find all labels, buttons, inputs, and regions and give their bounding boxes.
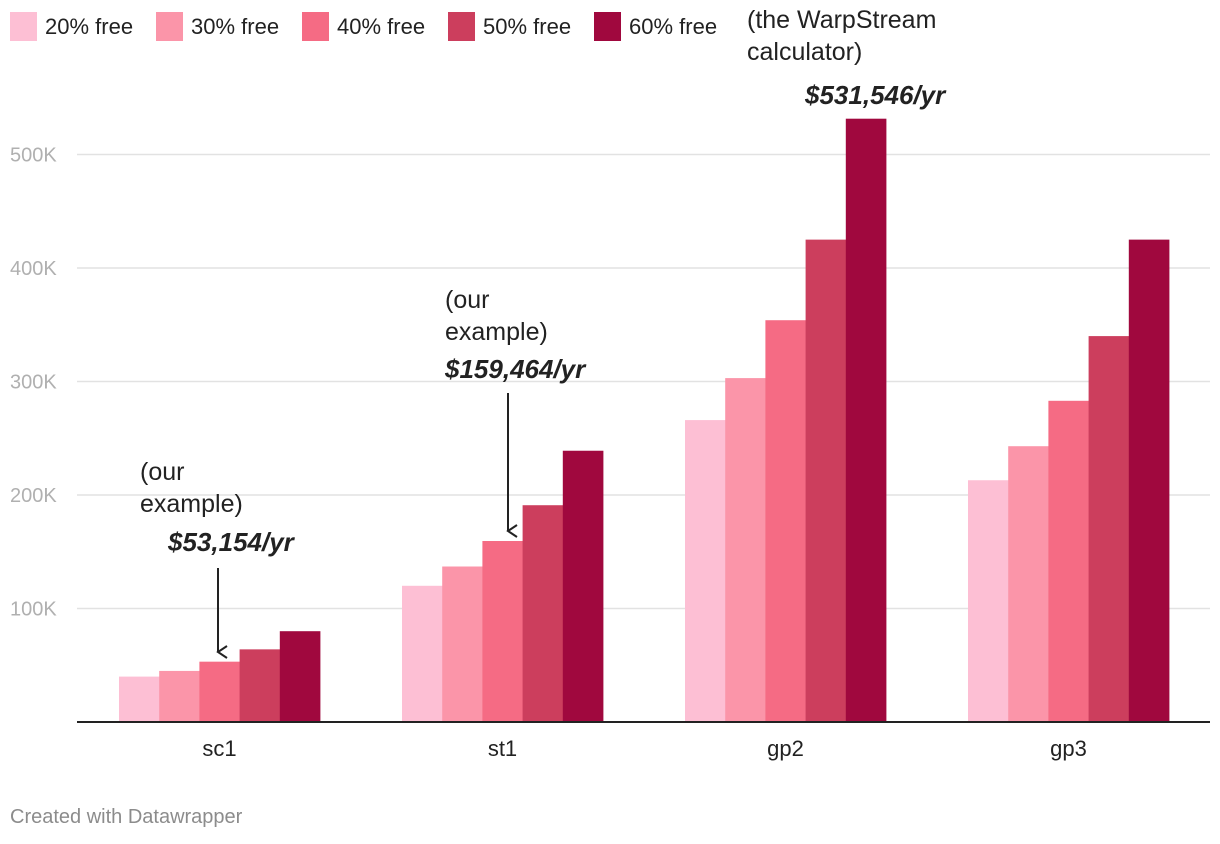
- legend-label: 60% free: [629, 14, 717, 39]
- annotation-text: (our: [140, 458, 184, 486]
- annotation-value: $159,464/yr: [444, 354, 587, 384]
- annotation-value: $531,546/yr: [804, 80, 947, 110]
- bar-st1-1: [442, 566, 483, 722]
- legend-label: 50% free: [483, 14, 571, 39]
- legend-swatch: [156, 12, 183, 41]
- bar-sc1-0: [119, 676, 160, 722]
- bar-gp2-4: [845, 118, 887, 722]
- y-tick-label: 200K: [10, 485, 57, 507]
- annotation-text: example): [445, 318, 548, 346]
- legend-swatch: [302, 12, 329, 41]
- bar-gp3-1: [1008, 446, 1049, 722]
- x-tick-label: sc1: [202, 736, 236, 761]
- x-axis-ticks: sc1 st1 gp2 gp3: [202, 736, 1086, 761]
- credit-text: Created with Datawrapper: [10, 806, 243, 828]
- annotations: (our example) $53,154/yr (our example) $159,4…: [140, 6, 947, 659]
- y-tick-label: 300K: [10, 372, 57, 394]
- bar-sc1-1: [159, 670, 200, 722]
- bar-gp3-3: [1088, 336, 1130, 722]
- legend: 20% free 30% free 40% free 50% free 60% free: [10, 12, 717, 41]
- x-tick-label: st1: [488, 736, 517, 761]
- bar-st1-2: [482, 541, 523, 722]
- bar-chart: 20% free 30% free 40% free 50% free 60% free…: [10, 6, 1210, 761]
- bars: [119, 118, 1170, 722]
- bar-sc1-4: [279, 631, 321, 722]
- y-tick-label: 500K: [10, 145, 57, 167]
- bar-gp2-1: [725, 378, 766, 722]
- y-tick-label: 100K: [10, 599, 57, 621]
- legend-label: 40% free: [337, 14, 425, 39]
- legend-swatch: [448, 12, 475, 41]
- annotation-text: example): [140, 490, 243, 518]
- bar-gp2-2: [765, 320, 806, 722]
- bar-gp3-0: [968, 480, 1009, 722]
- bar-gp2-0: [685, 420, 726, 722]
- bar-st1-0: [402, 585, 443, 722]
- bar-sc1-3: [239, 649, 281, 722]
- bar-st1-3: [522, 505, 564, 722]
- bar-gp3-2: [1048, 400, 1089, 722]
- legend-swatch: [594, 12, 621, 41]
- x-tick-label: gp3: [1050, 736, 1087, 761]
- legend-label: 20% free: [45, 14, 133, 39]
- y-tick-label: 400K: [10, 258, 57, 280]
- bar-st1-4: [562, 450, 604, 722]
- annotation-text: (our: [445, 286, 489, 314]
- legend-label: 30% free: [191, 14, 279, 39]
- bar-sc1-2: [199, 661, 240, 722]
- y-axis-ticks: 100K 200K 300K 400K 500K: [10, 145, 57, 621]
- annotation-text: (the WarpStream: [747, 6, 936, 34]
- bar-gp2-3: [805, 239, 847, 722]
- bar-gp3-4: [1128, 239, 1170, 722]
- x-tick-label: gp2: [767, 736, 804, 761]
- annotation-value: $53,154/yr: [167, 527, 296, 557]
- legend-swatch: [10, 12, 37, 41]
- annotation-text: calculator): [747, 38, 862, 66]
